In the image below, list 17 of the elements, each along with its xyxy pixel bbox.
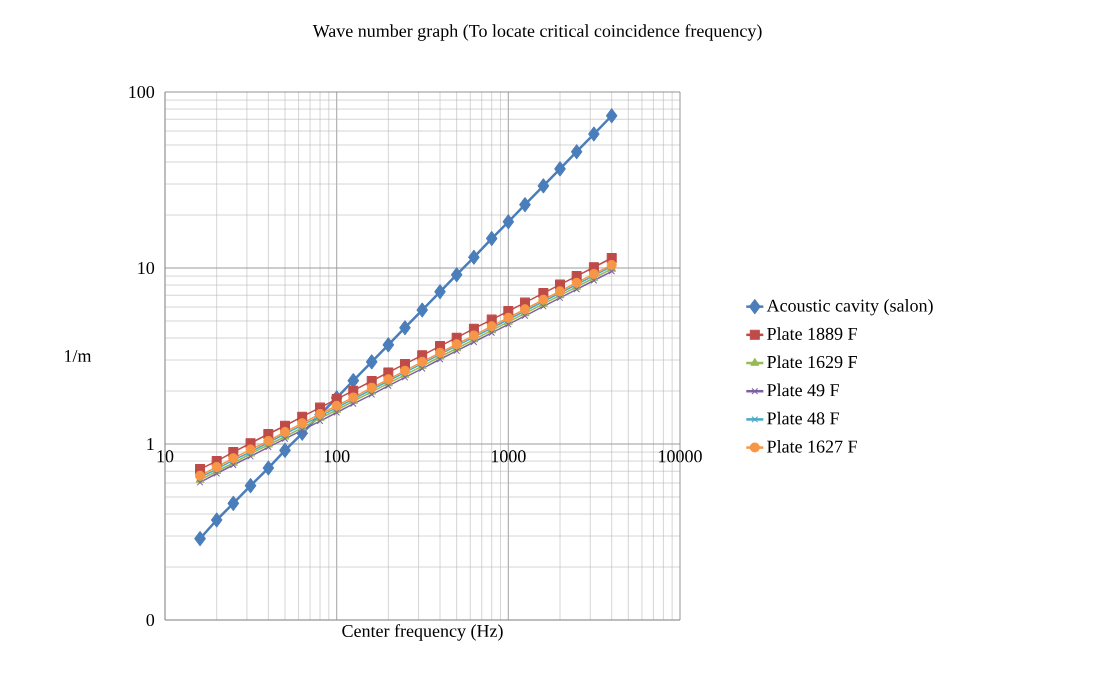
chart-title: Wave number graph (To locate critical coincidence frequency) xyxy=(312,24,762,41)
legend-label: Plate 48 F xyxy=(767,411,839,425)
legend-label: Plate 1889 F xyxy=(767,327,857,340)
y-tick-label: 0 xyxy=(146,613,155,627)
x-tick-label: 1000 xyxy=(491,450,526,463)
x-axis-title: Center frequency (Hz) xyxy=(342,624,503,641)
legend-label: Acoustic cavity (salon) xyxy=(766,299,933,316)
x-tick-label: 10 xyxy=(157,450,174,463)
y-tick-label: 10 xyxy=(138,261,155,275)
y-tick-label: 100 xyxy=(129,85,155,99)
y-tick-label: 1 xyxy=(147,438,154,450)
x-tick-label: 100 xyxy=(324,450,350,463)
legend-label: Plate 1627 F xyxy=(767,439,857,453)
legend-label: Plate 1629 F xyxy=(767,355,857,369)
x-tick-label: 10000 xyxy=(659,450,702,463)
legend-label: Plate 49 F xyxy=(767,383,839,397)
y-axis-title: 1/m xyxy=(65,349,92,363)
